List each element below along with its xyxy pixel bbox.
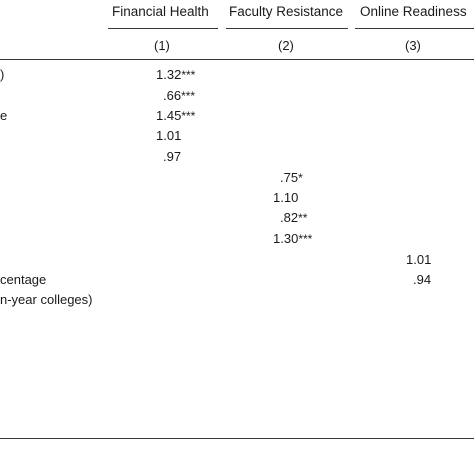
table-cell: 1.01: [156, 128, 182, 143]
header-underline-2: [226, 28, 348, 29]
column-number-1: (1): [154, 38, 170, 53]
header-underline-1: [108, 28, 218, 29]
column-header-online-readiness: Online Readiness: [360, 4, 467, 19]
row-label-12: n-year colleges): [0, 292, 93, 307]
table-cell: .75*: [280, 170, 303, 185]
table-cell: .66***: [163, 88, 196, 103]
table-cell: .82**: [280, 210, 308, 225]
header-underline-3: [355, 28, 474, 29]
table-cell: .94: [413, 272, 432, 287]
row-label-3: e: [0, 108, 8, 123]
table-cell: 1.10: [273, 190, 299, 205]
bottom-rule: [0, 438, 474, 439]
row-label-11: centage: [0, 272, 47, 287]
table-cell: 1.30***: [273, 231, 313, 246]
table-cell: 1.45***: [156, 108, 196, 123]
table-cell: .97: [163, 149, 182, 164]
column-number-3: (3): [405, 38, 421, 53]
column-header-financial-health: Financial Health: [112, 4, 209, 19]
subheader-rule: [0, 59, 474, 60]
row-label-1: ): [0, 67, 5, 82]
table-cell: 1.32***: [156, 67, 196, 82]
table-cell: 1.01: [406, 252, 432, 267]
column-header-faculty-resistance: Faculty Resistance: [229, 4, 344, 19]
column-number-2: (2): [278, 38, 294, 53]
